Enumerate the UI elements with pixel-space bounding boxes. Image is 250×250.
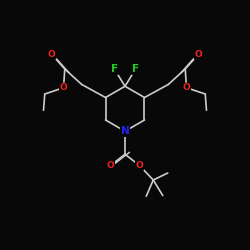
Text: O: O <box>60 83 68 92</box>
Text: O: O <box>182 83 190 92</box>
Text: F: F <box>132 64 139 74</box>
Text: F: F <box>111 64 118 74</box>
Text: O: O <box>194 50 202 59</box>
Text: O: O <box>106 161 114 170</box>
Text: O: O <box>136 161 143 170</box>
Text: O: O <box>48 50 56 59</box>
Text: N: N <box>120 126 130 136</box>
